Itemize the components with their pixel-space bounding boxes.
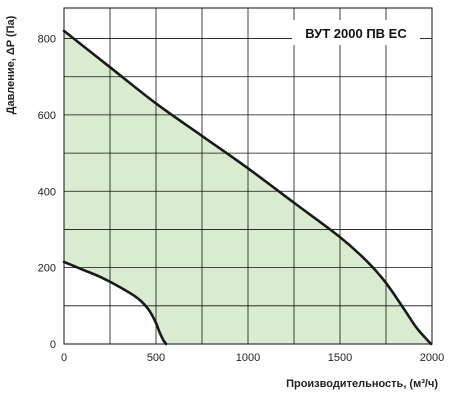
y-tick-label: 800 <box>38 34 56 46</box>
x-tick-label: 500 <box>147 352 165 364</box>
curve-layer <box>62 29 433 346</box>
grid-layer <box>63 7 433 345</box>
y-tick-label: 400 <box>38 186 56 198</box>
x-tick-label: 1500 <box>328 352 352 364</box>
x-tick-label: 2000 <box>420 352 444 364</box>
chart-title: ВУТ 2000 ПВ ЕС <box>305 26 407 41</box>
y-tick-label: 0 <box>50 339 56 351</box>
x-tick-label: 0 <box>61 352 67 364</box>
model-label-box <box>292 20 420 45</box>
tick-label-layer: 0 500 1000 1500 2000 0 200 400 600 800 <box>38 34 445 364</box>
working-area-layer <box>64 30 432 344</box>
y-tick-label: 200 <box>38 263 56 275</box>
y-tick-label: 600 <box>38 110 56 122</box>
x-tick-label: 1000 <box>236 352 260 364</box>
y-axis-title: Давление, ΔP (Па) <box>5 15 17 114</box>
x-axis-title: Производительность, (м³/ч) <box>286 378 438 390</box>
max-curve-line <box>62 29 433 346</box>
working-area-fill <box>64 30 432 344</box>
plot-frame <box>63 7 433 345</box>
min-curve-line <box>62 260 168 346</box>
